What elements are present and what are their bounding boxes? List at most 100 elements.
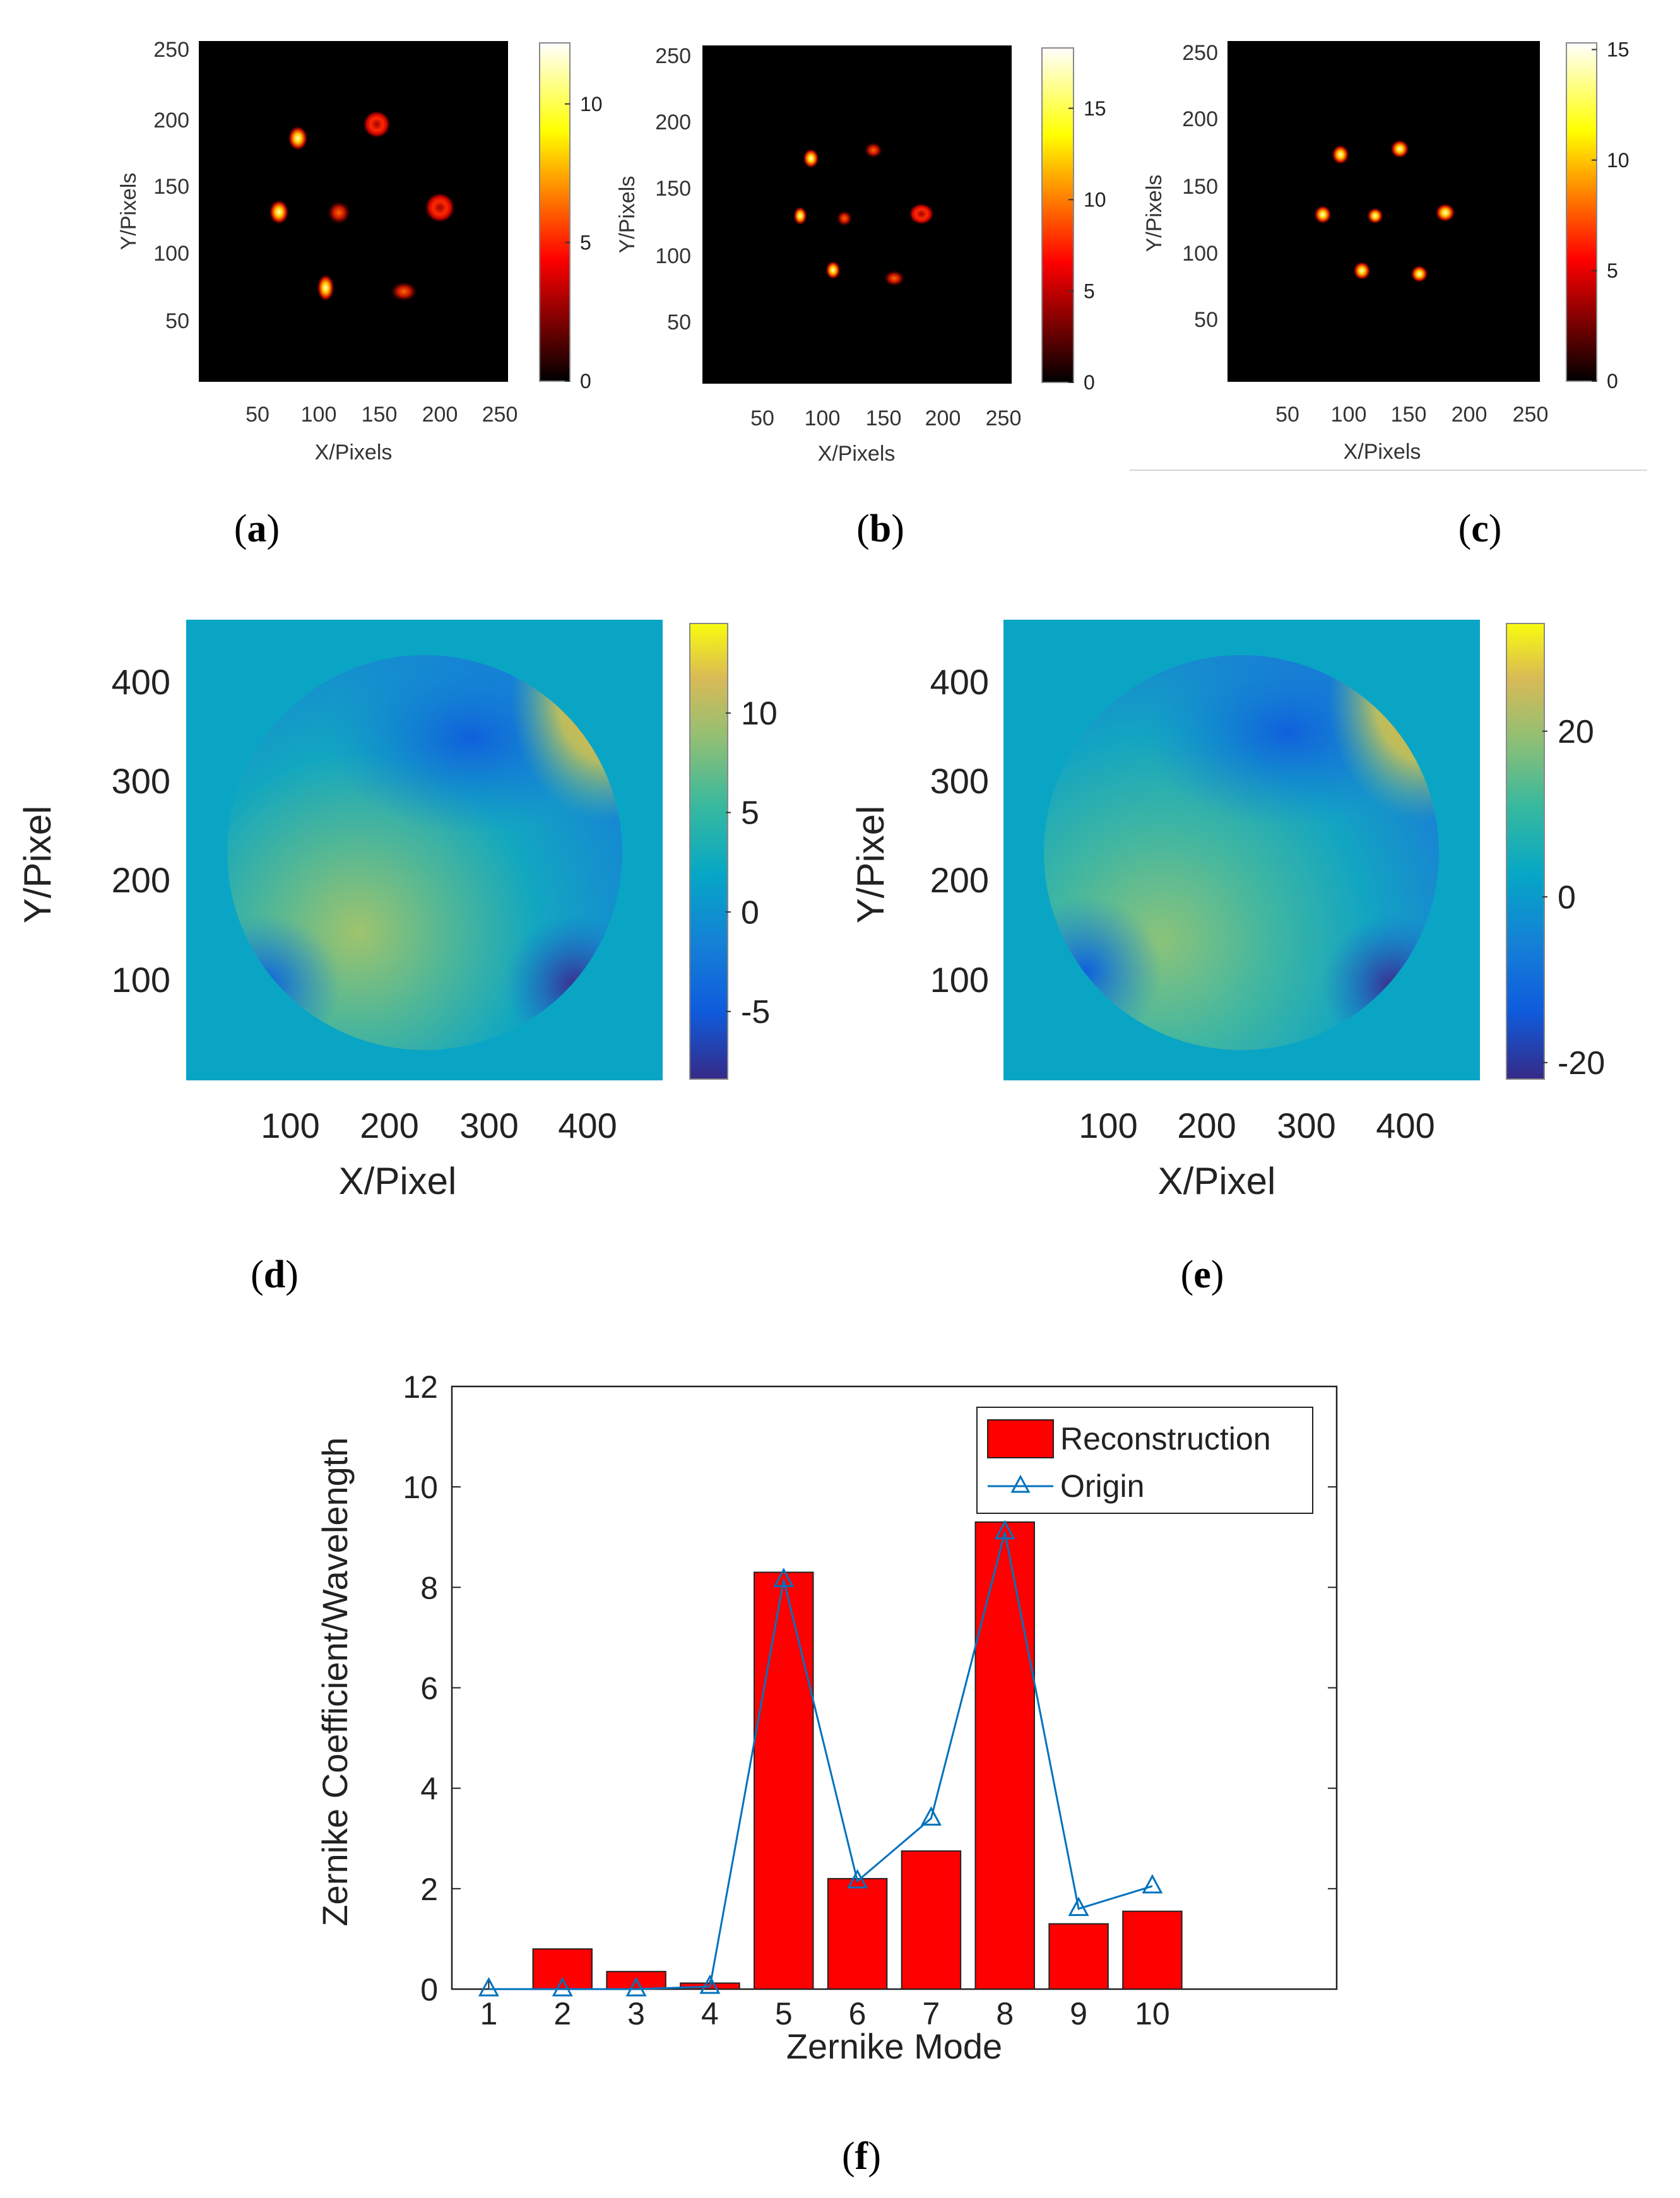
spot — [1435, 203, 1455, 222]
x-axis-label: X/Pixels — [1344, 440, 1421, 464]
spot-map-b-image — [702, 45, 1012, 384]
y-axis-label: Y/Pixels — [117, 173, 141, 251]
spot — [1390, 139, 1409, 158]
x-tick: 100 — [1079, 1106, 1137, 1145]
colorbar-tick-label: 20 — [1558, 714, 1594, 750]
x-tick-label: 9 — [1070, 1996, 1087, 2031]
x-tick: 100 — [805, 406, 841, 430]
point-origin — [625, 1976, 647, 1997]
spot-map-c-image — [1227, 41, 1540, 382]
x-tick: 250 — [986, 406, 1022, 430]
y-tick: 150 — [1182, 175, 1218, 199]
colorbar — [1566, 42, 1597, 382]
panel-label-b: (b) — [856, 507, 904, 550]
x-tick-label: 3 — [627, 1996, 645, 2031]
y-tick-label: 2 — [420, 1872, 438, 1907]
y-tick: 200 — [153, 109, 189, 133]
bar-reconstruction — [754, 1571, 814, 1990]
y-tick: 100 — [112, 960, 170, 1000]
x-tick: 300 — [1277, 1106, 1335, 1145]
colorbar-tick-label: 15 — [1607, 38, 1630, 61]
spot-map-b: 250 200 150 100 50 50 100 150 200 250 X/… — [615, 44, 1106, 466]
bar-reconstruction — [1048, 1923, 1109, 1990]
y-tick-label: 0 — [420, 1972, 438, 2007]
x-tick: 200 — [925, 406, 961, 430]
spot — [269, 199, 289, 225]
panel-label-f: (f) — [842, 2135, 881, 2178]
legend-label-reconstruction: Reconstruction — [1060, 1421, 1271, 1456]
panel-label-d: (d) — [251, 1253, 299, 1296]
y-tick: 250 — [1182, 41, 1218, 65]
y-tick: 50 — [1194, 308, 1218, 332]
panel-label-e: (e) — [1181, 1253, 1224, 1296]
y-tick: 300 — [930, 761, 989, 801]
x-tick: 300 — [459, 1106, 518, 1145]
point-origin — [773, 1568, 795, 1587]
bar-reconstruction — [532, 1948, 593, 1990]
panel-label-a: (a) — [234, 507, 280, 550]
x-tick: 200 — [422, 403, 458, 427]
series-line-origin — [488, 1532, 1153, 1990]
colorbar-tick-label: 5 — [741, 795, 759, 832]
colorbar-tick-label: 5 — [580, 232, 591, 254]
y-tick-label: 6 — [420, 1671, 438, 1706]
bar-reconstruction — [901, 1850, 962, 1990]
y-tick: 250 — [655, 44, 691, 68]
x-tick-labels: 1 2 3 4 5 6 7 8 9 10 — [480, 1996, 1170, 2031]
y-tick: 200 — [1182, 107, 1218, 131]
x-tick-label: 10 — [1135, 1996, 1170, 2031]
x-tick-label: 6 — [849, 1996, 867, 2031]
y-axis-label: Y/Pixel — [849, 806, 892, 924]
bar-reconstruction — [974, 1521, 1035, 1990]
y-tick-label: 10 — [403, 1470, 438, 1505]
panel-label-c: (c) — [1458, 507, 1502, 550]
y-tick: 150 — [153, 175, 189, 199]
y-tick: 100 — [153, 242, 189, 266]
x-tick: 100 — [301, 403, 337, 427]
wavefront-map-e: 400 300 200 100 100 200 300 400 X/Pixel … — [849, 620, 1605, 1202]
spot — [1353, 261, 1371, 280]
line-origin — [478, 1520, 1163, 1997]
y-tick: 50 — [667, 310, 691, 334]
spot — [1367, 208, 1383, 224]
colorbar-tick-label: 10 — [741, 695, 778, 732]
y-tick-label: 4 — [420, 1771, 438, 1807]
y-tick: 100 — [1182, 242, 1218, 266]
x-tick: 150 — [362, 403, 398, 427]
colorbar-tick-label: 0 — [1558, 879, 1576, 916]
spot-map-a-image — [199, 41, 508, 382]
x-axis-label: X/Pixels — [315, 440, 393, 464]
colorbar-tick-label: 0 — [1084, 371, 1095, 394]
point-origin — [1142, 1874, 1163, 1894]
point-origin — [994, 1520, 1015, 1540]
spot — [1314, 205, 1332, 224]
spot — [327, 201, 351, 225]
colorbar-tick-label: 10 — [580, 93, 603, 115]
y-tick: 200 — [112, 860, 170, 900]
legend: Reconstruction Origin — [976, 1407, 1313, 1514]
spot — [425, 192, 455, 223]
x-tick: 400 — [1376, 1106, 1435, 1145]
colorbar-tick-label: 0 — [580, 370, 591, 393]
legend-label-origin: Origin — [1060, 1468, 1144, 1504]
colorbar — [689, 623, 728, 1080]
colorbar-tick-label: -20 — [1558, 1045, 1605, 1082]
x-tick: 50 — [750, 406, 774, 430]
x-tick: 50 — [245, 403, 269, 427]
x-tick: 150 — [866, 406, 902, 430]
x-tick-label: 4 — [701, 1996, 719, 2031]
x-tick: 150 — [1391, 403, 1427, 427]
x-axis-label: X/Pixel — [1158, 1160, 1276, 1202]
spot — [909, 203, 934, 225]
y-tick: 200 — [930, 860, 989, 900]
x-tick-label: 2 — [553, 1996, 571, 2031]
y-tick: 400 — [930, 662, 989, 702]
spot — [317, 274, 334, 302]
legend-marker-origin — [1010, 1474, 1031, 1493]
y-axis-label: Y/Pixels — [1142, 175, 1166, 252]
point-origin — [478, 1976, 499, 1997]
spot — [1411, 265, 1428, 283]
x-tick: 200 — [1177, 1106, 1236, 1145]
